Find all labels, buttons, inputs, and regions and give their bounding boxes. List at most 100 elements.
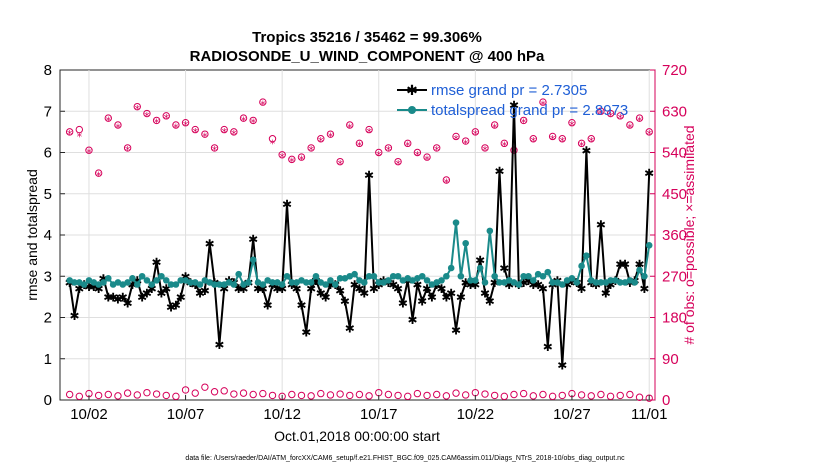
rmse-point-94: ✱ [519, 276, 529, 290]
rmse-point-54: ✱ [325, 278, 335, 292]
obs-possible-marker-4-33 [384, 390, 393, 399]
totalspread-point-74 [423, 277, 431, 284]
rmse-point-13: ✱ [127, 278, 137, 292]
obs-assimilated-marker-3-21: * [270, 137, 276, 150]
obs-possible-marker-2-16 [220, 125, 228, 134]
rmse-point-80: ✱ [451, 323, 461, 337]
obs-possible-marker-2-25 [307, 144, 315, 152]
totalspread-point-27 [196, 281, 204, 288]
totalspread-point-13 [129, 275, 136, 282]
obs-possible-marker-2-34 [394, 157, 402, 166]
obs-assimilated-marker-3-52: * [569, 119, 575, 132]
rmse-point-5: ✱ [89, 280, 99, 294]
totalspread-point-54 [327, 277, 334, 284]
rmse-point-95: ✱ [523, 274, 533, 288]
totalspread-point-73 [418, 272, 426, 280]
totalspread-point-62 [365, 272, 373, 280]
rmse-point-48: ✱ [296, 299, 306, 313]
series-group: * ********* ** ** *** ** **** * *** ****** **** ***… [65, 98, 654, 402]
obs-assimilated-marker-3-4: * [106, 114, 112, 127]
x-tick-label-4: 10/22 [457, 406, 495, 423]
obs-possible-marker-4-1 [75, 392, 84, 401]
obs-assimilated-marker-3-7: * [135, 103, 141, 116]
obs-possible-marker-2-27 [326, 130, 335, 138]
rmse-point-52: ✱ [316, 286, 326, 300]
rmse-point-49: ✱ [301, 325, 311, 339]
rmse-point-115: ✱ [620, 257, 630, 271]
obs-possible-marker-4-49 [539, 390, 547, 399]
obs-possible-marker-4-35 [404, 392, 412, 401]
y-tick-label-1: 1 [44, 351, 52, 368]
obs-possible-marker-2-56 [606, 109, 615, 118]
rmse-point-1: ✱ [69, 309, 79, 323]
y-axis-label: rmse and totalspread [24, 169, 40, 301]
rmse-point-77: ✱ [437, 282, 447, 296]
obs-possible-marker-2-48 [529, 135, 537, 143]
totalspread-series [66, 219, 653, 288]
obs-possible-marker-2-9 [152, 116, 161, 125]
obs-possible-marker-4-46 [510, 390, 518, 399]
obs-assimilated-marker-3-53: * [579, 140, 585, 153]
rmse-point-81: ✱ [456, 290, 466, 304]
obs-possible-marker-4-7 [133, 391, 141, 399]
rmse-point-75: ✱ [427, 290, 437, 304]
obs-possible-marker-2-29 [346, 121, 354, 129]
rmse-point-11: ✱ [118, 290, 128, 304]
obs-possible-marker-4-8 [143, 388, 151, 397]
obs-possible-marker-2-4 [104, 114, 112, 122]
obs-assimilated-marker-3-54: * [589, 135, 595, 148]
totalspread-point-16 [143, 277, 151, 284]
totalspread-point-22 [172, 281, 180, 288]
y2-axis-label: # of obs: o=possible; ×=assimilated [681, 125, 697, 344]
rmse-point-61: ✱ [359, 286, 369, 300]
obs-assimilated-marker-3-46: * [511, 147, 517, 160]
obs-assimilated-marker-3-9: * [154, 117, 160, 130]
legend-totalspread-marker [408, 106, 416, 114]
plot-area: * ********* ** ** *** ** **** * *** ****** **** ***… [44, 62, 687, 423]
obs-assimilated-marker-3-60: * [646, 128, 652, 141]
obs-assimilated-marker-3-23: * [289, 156, 295, 169]
rmse-point-19: ✱ [156, 286, 166, 300]
obs-assimilated-marker-3-56: * [608, 110, 614, 123]
totalspread-point-17 [148, 281, 156, 288]
obs-possible-marker-2-50 [548, 132, 557, 141]
obs-assimilated-marker-3-36: * [415, 149, 421, 162]
obs-possible-marker-4-18 [239, 389, 248, 397]
obs-possible-marker-2-6 [123, 144, 132, 152]
rmse-point-85: ✱ [475, 253, 485, 267]
rmse-point-50: ✱ [306, 282, 316, 296]
obs-possible-marker-2-33 [384, 144, 393, 152]
obs-possible-marker-4-23 [288, 390, 296, 399]
obs-possible-marker-4-24 [297, 391, 306, 400]
totalspread-point-3 [80, 281, 88, 288]
rmse-point-86: ✱ [480, 286, 490, 300]
y-tick-label-4: 4 [44, 227, 52, 244]
rmse-point-118: ✱ [635, 257, 645, 271]
obs-possible-marker-2-17 [230, 128, 238, 136]
obs-assimilated-marker-3-2: * [86, 147, 92, 160]
rmse-point-44: ✱ [277, 282, 287, 296]
obs-assimilated-marker-3-35: * [405, 140, 411, 153]
obs-possible-marker-4-54 [587, 392, 595, 400]
obs-possible-marker-2-55 [597, 107, 605, 115]
rmse-point-56: ✱ [335, 284, 345, 298]
rmse-point-16: ✱ [142, 286, 152, 300]
rmse-point-68: ✱ [393, 282, 403, 296]
totalspread-point-83 [467, 277, 474, 284]
y2-tick-label-7: 630 [662, 103, 687, 120]
rmse-point-89: ✱ [494, 165, 504, 179]
totalspread-point-107 [583, 252, 590, 259]
obs-assimilated-marker-3-17: * [231, 128, 237, 141]
obs-assimilated-marker-3-16: * [221, 126, 227, 139]
rmse-point-59: ✱ [350, 278, 360, 292]
obs-possible-marker-2-53 [577, 139, 586, 148]
totalspread-point-104 [568, 275, 576, 282]
obs-assimilated-marker-3-8: * [144, 110, 150, 123]
obs-assimilated-marker-3-42: * [473, 128, 479, 141]
obs-possible-marker-4-48 [529, 392, 537, 400]
y2-tick-label-4: 360 [662, 227, 687, 244]
obs-possible-marker-4-37 [423, 391, 431, 400]
totalspread-point-8 [104, 275, 112, 282]
rmse-point-35: ✱ [234, 282, 244, 296]
